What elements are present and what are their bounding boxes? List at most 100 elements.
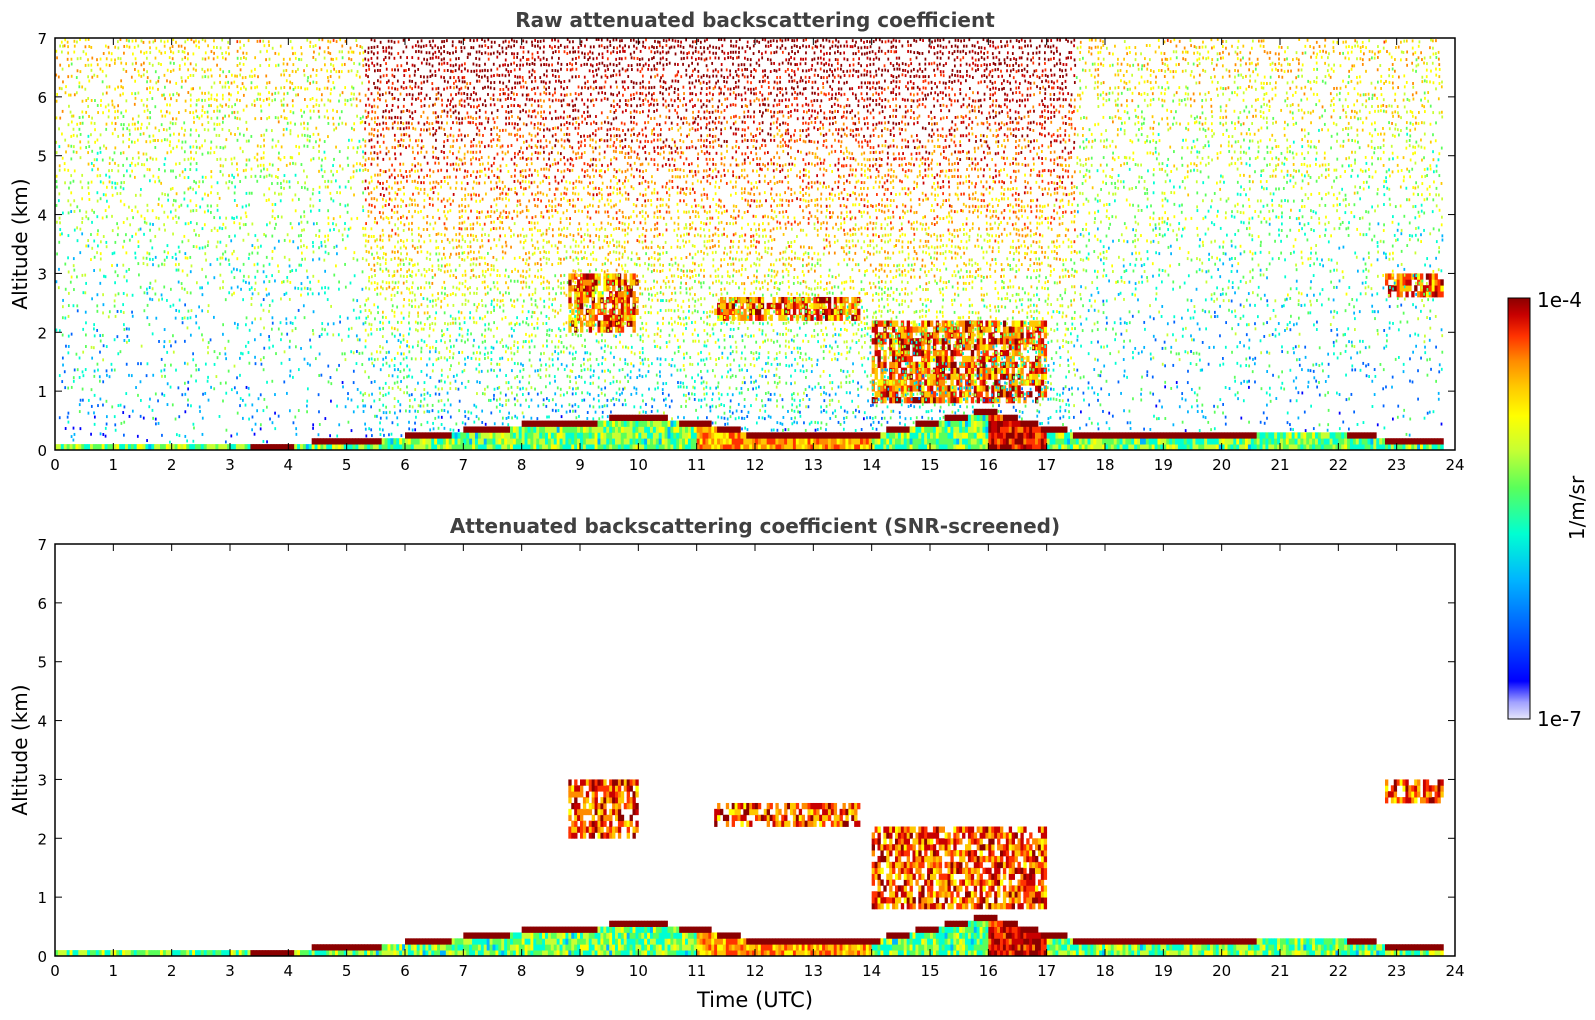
noise-cell bbox=[359, 162, 362, 166]
noise-cell bbox=[146, 303, 149, 307]
noise-cell bbox=[381, 228, 384, 232]
noise-cell bbox=[481, 409, 484, 413]
noise-cell bbox=[309, 280, 311, 284]
noise-cell bbox=[422, 110, 425, 114]
noise-cell bbox=[203, 128, 206, 132]
noise-cell bbox=[530, 297, 533, 301]
noise-cell bbox=[455, 46, 457, 50]
noise-cell bbox=[108, 169, 110, 173]
noise-cell bbox=[423, 191, 426, 195]
noise-cell bbox=[510, 357, 513, 361]
noise-cell bbox=[432, 150, 435, 154]
noise-cell bbox=[485, 116, 487, 120]
heatmap-cell bbox=[530, 444, 534, 450]
noise-cell bbox=[411, 203, 414, 207]
noise-cell bbox=[536, 185, 539, 189]
noise-cell bbox=[116, 233, 119, 237]
noise-cell bbox=[371, 252, 373, 256]
heatmap-cell bbox=[113, 444, 117, 450]
noise-cell bbox=[228, 70, 231, 74]
noise-cell bbox=[245, 51, 248, 55]
noise-cell bbox=[166, 403, 169, 407]
noise-cell bbox=[164, 97, 166, 101]
noise-cell bbox=[245, 104, 248, 108]
noise-cell bbox=[484, 110, 487, 114]
noise-cell bbox=[91, 56, 94, 60]
noise-cell bbox=[268, 97, 271, 101]
noise-cell bbox=[396, 423, 399, 427]
noise-cell bbox=[446, 358, 449, 362]
noise-cell bbox=[175, 99, 178, 103]
noise-cell bbox=[402, 240, 405, 244]
noise-cell bbox=[461, 117, 464, 121]
heatmap-cell bbox=[81, 444, 85, 450]
noise-cell bbox=[475, 367, 478, 371]
noise-cell bbox=[408, 92, 411, 96]
noise-cell bbox=[426, 221, 428, 225]
noise-cell bbox=[297, 368, 300, 372]
noise-cell bbox=[543, 63, 545, 67]
noise-cell bbox=[370, 428, 373, 432]
noise-cell bbox=[125, 99, 128, 103]
noise-cell bbox=[309, 116, 312, 120]
noise-cell bbox=[505, 85, 508, 89]
noise-cell bbox=[495, 181, 498, 185]
noise-cell bbox=[344, 122, 347, 126]
heatmap-cell bbox=[75, 444, 79, 450]
noise-cell bbox=[431, 122, 434, 126]
noise-cell bbox=[100, 103, 102, 107]
noise-cell bbox=[422, 404, 425, 408]
noise-cell bbox=[428, 315, 431, 319]
noise-cell bbox=[452, 134, 455, 138]
noise-cell bbox=[219, 67, 222, 71]
noise-cell bbox=[327, 222, 330, 226]
noise-cell bbox=[166, 79, 168, 83]
noise-cell bbox=[189, 220, 192, 224]
noise-cell bbox=[166, 215, 169, 219]
noise-cell bbox=[416, 187, 419, 190]
noise-cell bbox=[364, 339, 367, 343]
noise-cell bbox=[543, 85, 546, 89]
noise-cell bbox=[88, 192, 90, 196]
noise-cell bbox=[443, 179, 446, 183]
noise-cell bbox=[271, 379, 274, 383]
noise-cell bbox=[164, 228, 166, 232]
noise-cell bbox=[283, 156, 286, 159]
noise-cell bbox=[137, 120, 139, 124]
noise-cell bbox=[493, 126, 495, 130]
noise-cell bbox=[289, 110, 292, 114]
noise-cell bbox=[318, 115, 321, 119]
noise-cell bbox=[335, 223, 338, 227]
noise-cell bbox=[394, 146, 396, 150]
noise-cell bbox=[508, 122, 511, 126]
noise-cell bbox=[373, 380, 376, 384]
noise-cell bbox=[259, 97, 261, 101]
noise-cell bbox=[469, 223, 472, 227]
noise-cell bbox=[443, 403, 446, 407]
noise-cell bbox=[318, 156, 320, 160]
noise-cell bbox=[522, 39, 525, 43]
noise-cell bbox=[155, 216, 158, 220]
noise-cell bbox=[496, 386, 499, 390]
noise-cell bbox=[518, 150, 521, 154]
noise-cell bbox=[397, 187, 400, 191]
noise-cell bbox=[442, 332, 445, 336]
noise-cell bbox=[114, 281, 116, 285]
noise-cell bbox=[248, 158, 251, 162]
noise-cell bbox=[139, 285, 142, 289]
noise-cell bbox=[242, 416, 244, 420]
noise-cell bbox=[376, 134, 379, 138]
noise-cell bbox=[101, 333, 104, 337]
noise-cell bbox=[530, 115, 533, 119]
noise-cell bbox=[531, 173, 533, 177]
noise-cell bbox=[423, 155, 426, 159]
noise-cell bbox=[208, 104, 210, 108]
noise-cell bbox=[183, 176, 186, 180]
noise-cell bbox=[263, 138, 265, 142]
noise-cell bbox=[516, 399, 519, 403]
noise-cell bbox=[145, 374, 148, 378]
noise-cell bbox=[221, 104, 224, 108]
noise-cell bbox=[318, 199, 321, 202]
noise-cell bbox=[224, 145, 227, 149]
noise-cell bbox=[526, 317, 528, 320]
